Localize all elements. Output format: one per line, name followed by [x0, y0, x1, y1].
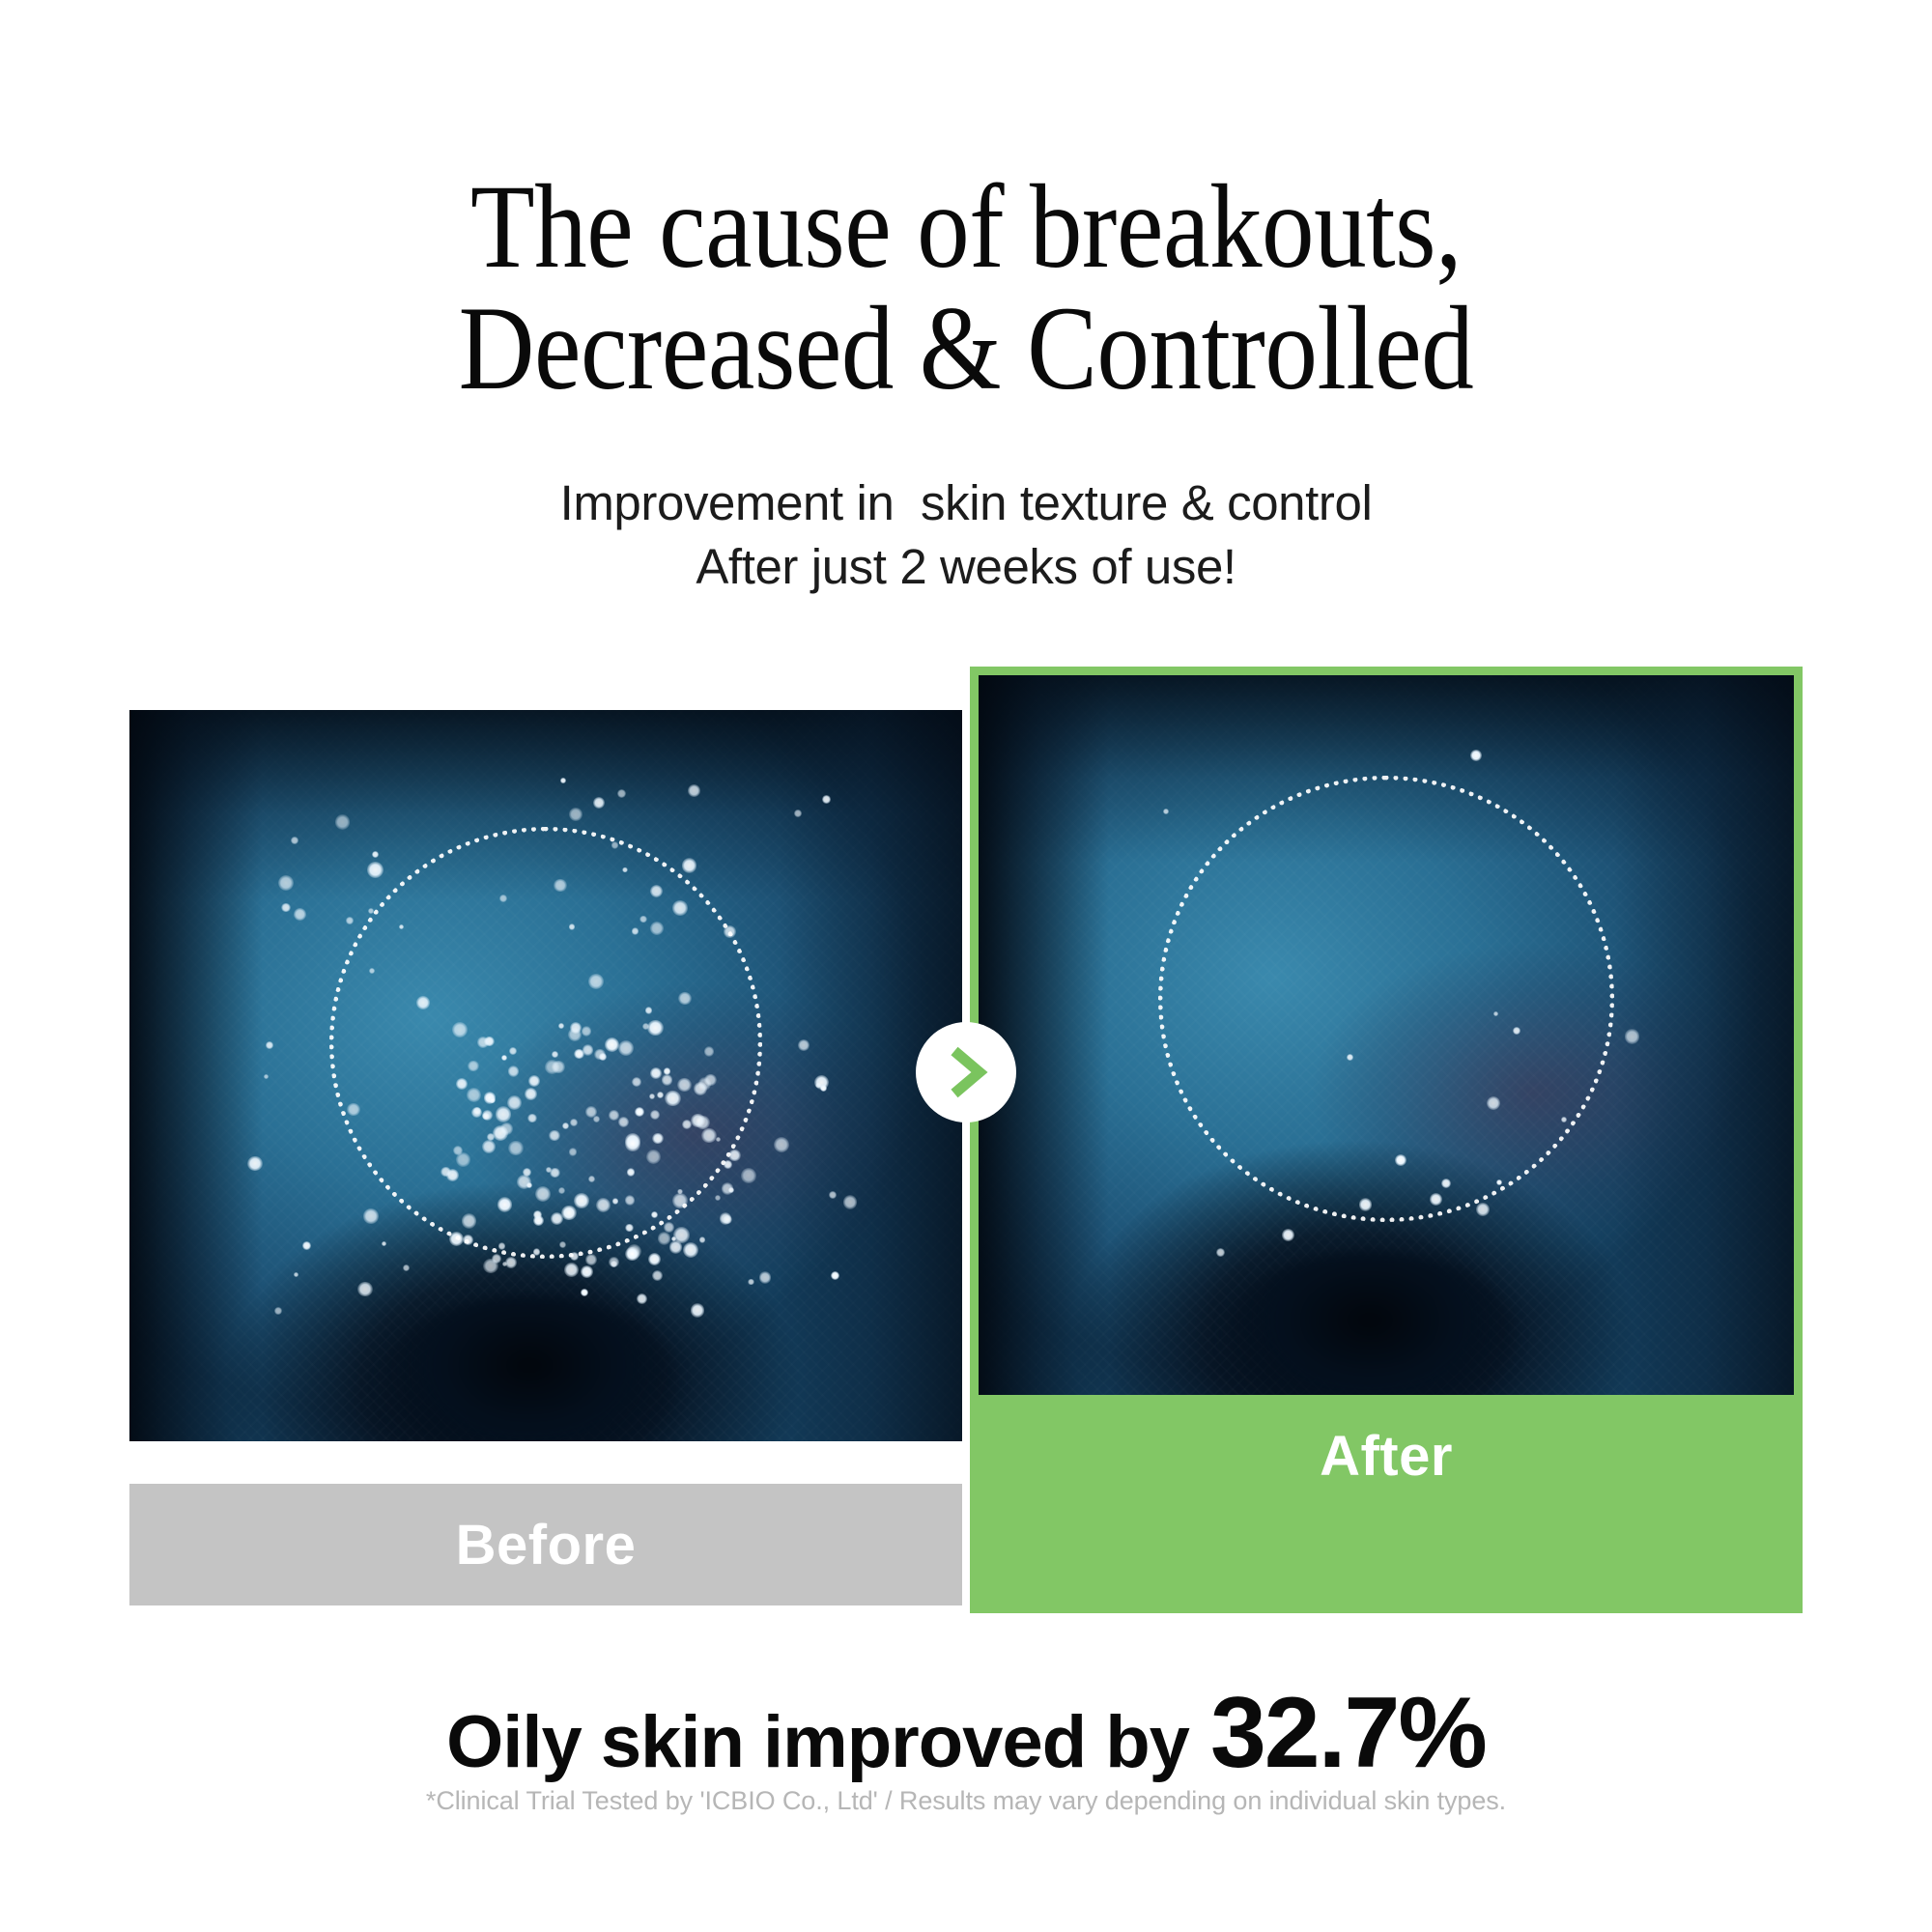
comparison-arrow-button[interactable] — [916, 1022, 1016, 1122]
sebum-spot — [842, 1195, 858, 1209]
disclaimer-text: *Clinical Trial Tested by 'ICBIO Co., Lt… — [425, 1786, 1507, 1815]
sebum-spot — [625, 1246, 639, 1262]
subtitle-line-2: After just 2 weeks of use! — [696, 539, 1236, 595]
sebum-spot — [505, 1257, 517, 1268]
sebum-spot — [366, 862, 384, 879]
photo-shadow-left — [129, 710, 263, 1441]
after-photo — [979, 675, 1794, 1395]
result-stat-label: Oily skin improved by — [446, 1701, 1190, 1783]
sebum-spot — [363, 1208, 379, 1224]
sebum-spot — [820, 1085, 828, 1093]
headline-line-2: Decreased & Controlled — [458, 282, 1474, 415]
sebum-spot — [402, 1264, 410, 1272]
sebum-spot — [1282, 1229, 1294, 1242]
sebum-spot — [668, 1240, 683, 1255]
sebum-spot — [794, 810, 802, 817]
nostril-shadow — [379, 1294, 679, 1441]
sebum-spot — [724, 1159, 732, 1169]
before-after-comparison: Before After — [0, 667, 1932, 1623]
sebum-spot — [828, 1190, 838, 1200]
sebum-spot — [346, 917, 354, 924]
sebum-spot — [371, 851, 379, 859]
after-label-bar: After — [979, 1395, 1794, 1517]
sebum-spot — [368, 907, 374, 914]
sebum-spot — [727, 1186, 734, 1194]
sebum-spot — [758, 1271, 772, 1284]
sebum-spot — [584, 1254, 597, 1265]
sebum-spot — [592, 796, 605, 809]
sebum-spot — [334, 814, 350, 830]
sebum-spot — [822, 795, 832, 805]
sebum-spot — [273, 1307, 282, 1316]
sebum-spot — [277, 874, 295, 891]
sebum-spot — [291, 836, 299, 844]
sebum-spot — [740, 1167, 756, 1183]
before-label-bar: Before — [129, 1484, 962, 1605]
sebum-spot — [636, 1293, 647, 1304]
sebum-spot — [682, 858, 697, 873]
sebum-spot — [698, 1236, 705, 1243]
sebum-spot — [616, 788, 627, 799]
measurement-circle-before — [328, 827, 763, 1259]
sebum-spot — [688, 784, 700, 797]
sebum-spot — [1470, 750, 1483, 762]
sebum-spot — [831, 1270, 840, 1281]
after-label: After — [1320, 1424, 1453, 1488]
sebum-spot — [266, 1041, 273, 1049]
photo-shadow-right — [1614, 675, 1794, 1395]
sebum-spot — [748, 1278, 754, 1286]
sebum-spot — [247, 1155, 263, 1171]
chevron-right-icon — [941, 1043, 991, 1101]
sebum-spot — [682, 1241, 699, 1258]
sebum-spot — [357, 1281, 374, 1297]
sebum-spot — [773, 1137, 789, 1153]
sebum-spot — [610, 1260, 618, 1268]
sebum-spot — [664, 1221, 674, 1233]
sebum-spot — [1215, 1248, 1225, 1258]
sebum-spot — [569, 808, 583, 822]
page-subtitle: Improvement in skin texture & control Af… — [0, 471, 1932, 600]
sebum-spot — [647, 1252, 661, 1266]
sebum-spot — [672, 1227, 690, 1243]
subtitle-line-1: Improvement in skin texture & control — [559, 475, 1373, 530]
sebum-spot — [301, 1240, 311, 1250]
sebum-spot — [798, 1039, 810, 1052]
sebum-spot — [657, 1232, 670, 1245]
sebum-spot — [263, 1074, 270, 1080]
sebum-spot — [1476, 1203, 1490, 1217]
sebum-spot — [293, 1272, 298, 1278]
before-photo — [129, 710, 962, 1441]
sebum-spot — [1162, 808, 1169, 814]
sebum-spot — [723, 1214, 732, 1225]
before-card: Before — [129, 710, 962, 1605]
sebum-spot — [715, 1194, 722, 1201]
sebum-spot — [382, 1240, 387, 1246]
sebum-spot — [560, 778, 566, 783]
sebum-spot — [483, 1258, 498, 1273]
sebum-spot — [652, 1270, 663, 1282]
sebum-spot — [690, 1303, 705, 1318]
nostril-shadow — [1223, 1251, 1518, 1395]
result-stat-value: 32.7% — [1209, 1677, 1488, 1789]
sebum-spot — [581, 1288, 589, 1296]
before-label: Before — [455, 1513, 637, 1577]
headline-line-1: The cause of breakouts, — [469, 160, 1463, 293]
sebum-spot — [581, 1264, 593, 1278]
sebum-spot — [294, 907, 307, 921]
sebum-spot — [501, 1262, 507, 1267]
sebum-spot — [1624, 1029, 1640, 1044]
page-title: The cause of breakouts, Decreased & Cont… — [116, 160, 1816, 415]
result-stat: Oily skin improved by 32.7% — [0, 1676, 1932, 1791]
sebum-spot — [280, 902, 291, 913]
after-card: After — [970, 667, 1803, 1613]
sebum-spot — [564, 1263, 580, 1277]
measurement-circle-after — [1157, 776, 1615, 1223]
sebum-spot — [491, 1254, 501, 1264]
